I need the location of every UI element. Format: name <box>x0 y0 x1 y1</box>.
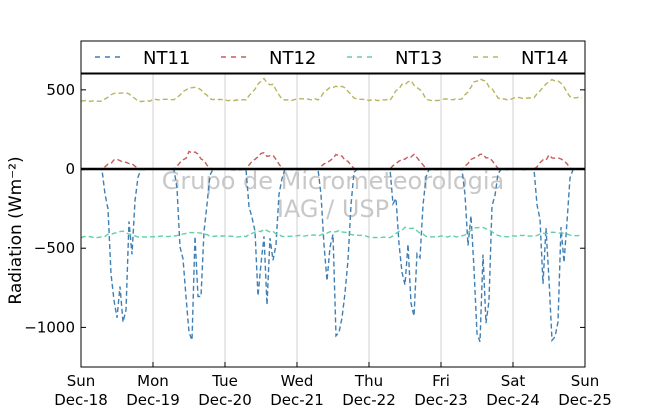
series-line-nt14 <box>80 77 583 103</box>
y-tick-label: −1000 <box>24 318 75 336</box>
series-line-nt13 <box>80 226 583 239</box>
x-grid-lines <box>152 74 514 367</box>
legend-box <box>80 40 586 74</box>
x-tick-day: Mon <box>137 372 169 390</box>
x-tick-date: Dec-22 <box>342 391 396 409</box>
legend-label: NT11 <box>143 48 190 69</box>
x-tick-date: Dec-23 <box>414 391 468 409</box>
x-tick-date: Dec-19 <box>126 391 180 409</box>
x-tick-date: Dec-25 <box>558 391 612 409</box>
y-tick-label: −500 <box>34 239 75 257</box>
y-tick-label: 0 <box>65 160 75 178</box>
y-axis-label: Radiation (Wm⁻²) <box>6 156 26 304</box>
x-tick-day: Wed <box>281 372 314 390</box>
y-tick-label: 500 <box>46 81 75 99</box>
x-axis-ticks: SunDec-18MonDec-19TueDec-20WedDec-21ThuD… <box>54 362 612 409</box>
legend-label: NT12 <box>269 48 316 69</box>
watermark-line: Grupo de Micrometeorologia <box>162 167 504 195</box>
x-tick-date: Dec-20 <box>198 391 252 409</box>
x-tick-day: Fri <box>432 372 450 390</box>
x-tick-date: Dec-18 <box>54 391 108 409</box>
legend-label: NT14 <box>521 48 568 69</box>
x-tick-date: Dec-24 <box>486 391 540 409</box>
plot-frame <box>80 73 586 368</box>
x-tick-day: Sun <box>571 372 600 390</box>
x-tick-day: Tue <box>211 372 238 390</box>
legend-label: NT13 <box>395 48 442 69</box>
legend: NT11 NT12 NT13 NT14 <box>80 40 586 74</box>
x-tick-day: Sat <box>501 372 526 390</box>
x-tick-date: Dec-21 <box>270 391 324 409</box>
y-axis-ticks: 500 0 −500 −1000 <box>24 81 585 336</box>
x-tick-day: Sun <box>67 372 96 390</box>
x-tick-day: Thu <box>354 372 383 390</box>
watermark-line: IAG / USP <box>277 195 389 223</box>
